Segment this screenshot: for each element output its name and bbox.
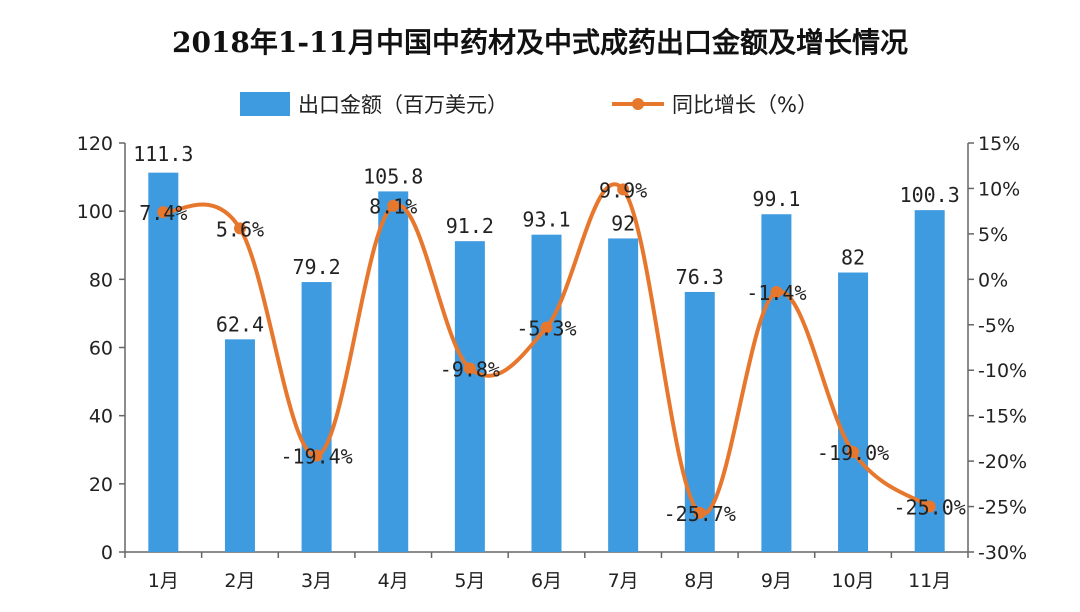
y-right-tick-label: -10% — [978, 360, 1027, 382]
line-value-label: -25.0% — [894, 496, 966, 520]
bar-value-label: 76.3 — [676, 265, 724, 289]
bar-value-label: 91.2 — [446, 214, 494, 238]
y-left-tick-label: 20 — [89, 474, 113, 496]
x-tick-label: 8月 — [684, 570, 715, 592]
y-left-tick-label: 0 — [101, 542, 113, 564]
x-tick-label: 5月 — [454, 570, 485, 592]
data-labels: 111.3 62.4 79.2 105.8 91.2 93.1 92 76.3 99.1 82 10… — [133, 142, 966, 526]
bar — [838, 272, 869, 552]
y-right-tick-label: 15% — [978, 133, 1020, 155]
legend-line-marker — [632, 98, 644, 110]
line-value-label: 8.1% — [369, 195, 417, 219]
line-value-label: -19.4% — [280, 445, 352, 469]
y-right-tick-label: -30% — [978, 542, 1027, 564]
legend-bar-swatch — [240, 92, 290, 116]
y-left-tick-label: 40 — [89, 406, 113, 428]
line-point — [540, 321, 553, 334]
legend: 出口金额（百万美元） 同比增长（%） — [240, 92, 818, 117]
line-value-label: 7.4% — [139, 201, 187, 225]
bar — [454, 241, 485, 552]
line-point — [233, 222, 246, 235]
chart-title: 2018年1-11月中国中药材及中式成药出口金额及增长情况 — [172, 26, 908, 59]
y-left-tick-label: 80 — [89, 269, 113, 291]
axes: 0 20 40 60 80 100 120 -30% -25% -20% -15% -10% -5% 0%… — [77, 133, 1027, 592]
line-point — [310, 449, 323, 462]
bar — [914, 210, 945, 552]
x-tick-label: 1月 — [148, 570, 179, 592]
x-tick-label: 2月 — [224, 570, 255, 592]
line-value-label: 5.6% — [216, 217, 264, 241]
y-right-tick-label: -5% — [978, 315, 1015, 337]
y-right-tick-label: 0% — [978, 269, 1008, 291]
line-point — [157, 206, 170, 219]
y-right-tick-label: 10% — [978, 178, 1020, 200]
bar-value-label: 100.3 — [900, 183, 960, 207]
line-point — [463, 362, 476, 375]
bar-value-label: 111.3 — [133, 142, 193, 166]
bar — [531, 234, 562, 552]
line-value-label: -25.7% — [664, 502, 736, 526]
bar-value-label: 99.1 — [752, 187, 800, 211]
y-right-tick-label: -15% — [978, 406, 1027, 428]
y-right-tick-label: -25% — [978, 497, 1027, 519]
bar — [608, 238, 639, 552]
legend-bar-label: 出口金额（百万美元） — [298, 93, 508, 117]
y-left-tick-label: 100 — [77, 201, 113, 223]
bar-value-label: 79.2 — [293, 255, 341, 279]
y-left-tick-label: 60 — [89, 338, 113, 360]
line-point — [847, 446, 860, 459]
bar — [301, 282, 332, 552]
line-point — [387, 199, 400, 212]
bar-value-label: 105.8 — [363, 164, 423, 188]
legend-line-label: 同比增长（%） — [672, 93, 818, 117]
line-series — [157, 182, 936, 519]
y-left-tick-label: 120 — [77, 133, 113, 155]
x-tick-label: 3月 — [301, 570, 332, 592]
x-tick-label: 11月 — [908, 570, 951, 592]
x-tick-label: 4月 — [378, 570, 409, 592]
y-right-tick-label: 5% — [978, 224, 1008, 246]
y-right-tick-label: -20% — [978, 451, 1027, 473]
bar — [148, 172, 179, 552]
x-tick-label: 9月 — [761, 570, 792, 592]
line-value-label: -19.0% — [817, 441, 889, 465]
bar — [378, 191, 409, 553]
x-tick-label: 10月 — [831, 570, 874, 592]
x-tick-label: 6月 — [531, 570, 562, 592]
bar-value-label: 93.1 — [522, 208, 570, 232]
bar — [761, 214, 792, 552]
x-tick-label: 7月 — [608, 570, 639, 592]
line-point — [923, 500, 936, 513]
bar-value-label: 62.4 — [216, 312, 264, 336]
bar-value-label: 92 — [611, 211, 635, 235]
line-value-label: -5.3% — [516, 317, 576, 341]
bar-series — [148, 172, 945, 553]
line-value-label: -9.8% — [440, 357, 500, 381]
line-point — [770, 286, 783, 299]
bar-value-label: 82 — [841, 246, 865, 270]
line-point — [617, 183, 630, 196]
line-value-label: 9.9% — [599, 178, 647, 202]
line-value-label: -1.4% — [746, 281, 806, 305]
line-point — [693, 506, 706, 519]
bar — [224, 339, 255, 552]
